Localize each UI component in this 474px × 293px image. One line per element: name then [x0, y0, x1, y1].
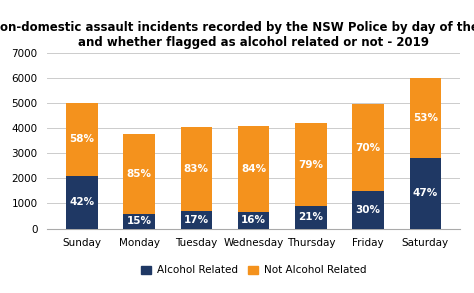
Text: 16%: 16% [241, 215, 266, 225]
Bar [181, 211, 212, 229]
Bar [352, 191, 384, 229]
Bar [295, 206, 327, 229]
Bar [238, 126, 269, 212]
Text: 15%: 15% [127, 217, 152, 226]
Bar [352, 104, 384, 191]
Title: Non-domestic assault incidents recorded by the NSW Police by day of the week
and: Non-domestic assault incidents recorded … [0, 21, 474, 49]
Bar [181, 127, 212, 211]
Legend: Alcohol Related, Not Alcohol Related: Alcohol Related, Not Alcohol Related [137, 261, 370, 280]
Text: 47%: 47% [413, 188, 438, 198]
Text: 21%: 21% [298, 212, 323, 222]
Text: 17%: 17% [184, 215, 209, 225]
Text: 85%: 85% [127, 169, 152, 179]
Bar [410, 158, 441, 229]
Text: 53%: 53% [413, 113, 438, 123]
Bar [123, 134, 155, 214]
Bar [410, 78, 441, 158]
Bar [123, 214, 155, 229]
Text: 58%: 58% [69, 134, 94, 144]
Text: 79%: 79% [298, 160, 323, 170]
Bar [66, 176, 98, 229]
Bar [295, 123, 327, 206]
Text: 30%: 30% [356, 205, 381, 215]
Bar [238, 212, 269, 229]
Text: 84%: 84% [241, 164, 266, 174]
Bar [66, 103, 98, 176]
Text: 42%: 42% [69, 197, 94, 207]
Text: 70%: 70% [356, 143, 381, 153]
Text: 83%: 83% [184, 164, 209, 174]
